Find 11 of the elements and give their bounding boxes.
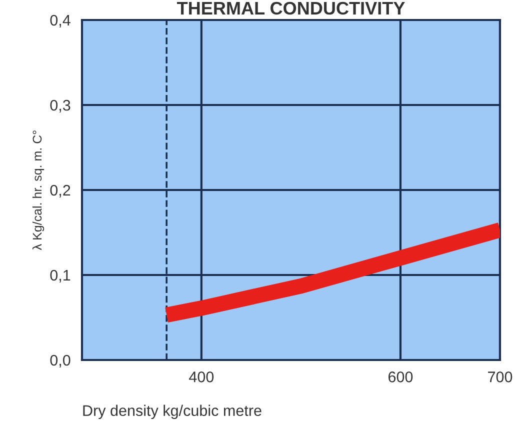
y-tick-label: 0,4 xyxy=(50,14,70,28)
y-tick-label: 0,2 xyxy=(50,184,70,198)
y-tick-label: 0,3 xyxy=(50,100,70,112)
x-tick-label: 700 xyxy=(488,372,512,382)
chart-title: THERMAL CONDUCTIVITY xyxy=(177,2,405,15)
y-tick-label: 0,1 xyxy=(50,270,70,282)
y-axis-title: λ Kg/cal. hr. sq. m. C° xyxy=(32,130,44,250)
x-axis-title: Dry density kg/cubic metre xyxy=(83,404,262,420)
x-tick-label: 400 xyxy=(189,372,214,382)
x-tick-label: 600 xyxy=(388,372,413,382)
y-tick-label: 0,0 xyxy=(50,354,70,368)
